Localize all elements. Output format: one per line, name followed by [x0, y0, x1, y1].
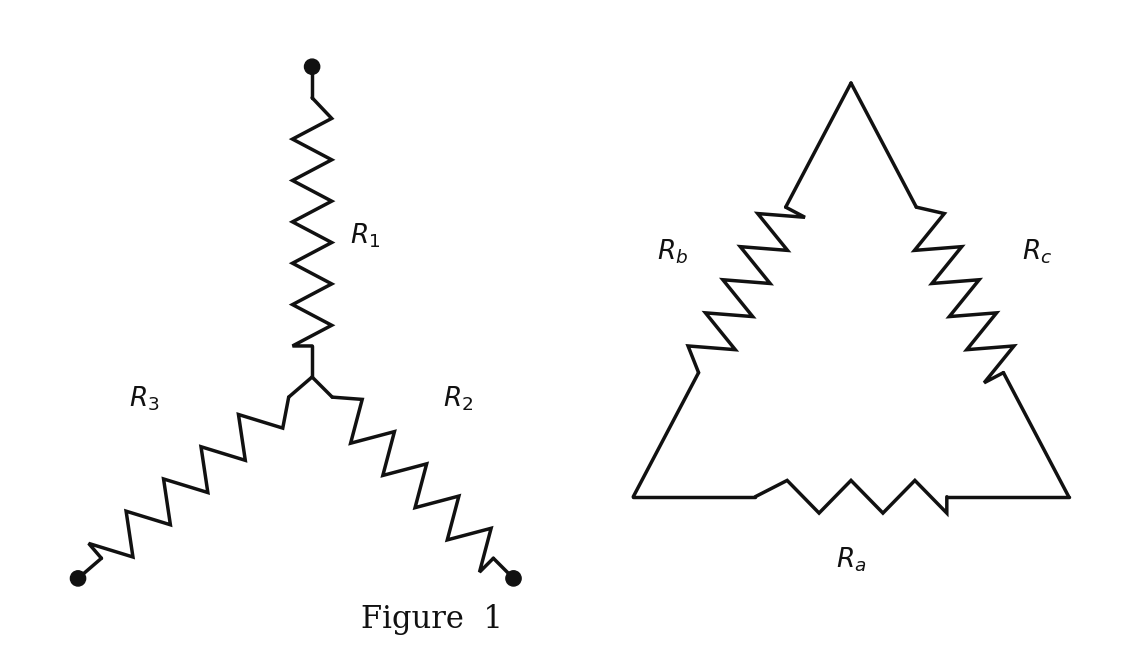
Text: $R_1$: $R_1$ — [350, 221, 380, 250]
Text: $R_c$: $R_c$ — [1022, 237, 1052, 266]
Text: $R_b$: $R_b$ — [657, 237, 687, 266]
Circle shape — [71, 571, 86, 586]
Text: $R_2$: $R_2$ — [443, 384, 474, 413]
Text: $R_a$: $R_a$ — [836, 546, 866, 574]
Circle shape — [305, 59, 319, 74]
Text: Figure  1: Figure 1 — [361, 604, 503, 635]
Text: $R_3$: $R_3$ — [129, 384, 160, 413]
Circle shape — [506, 571, 521, 586]
